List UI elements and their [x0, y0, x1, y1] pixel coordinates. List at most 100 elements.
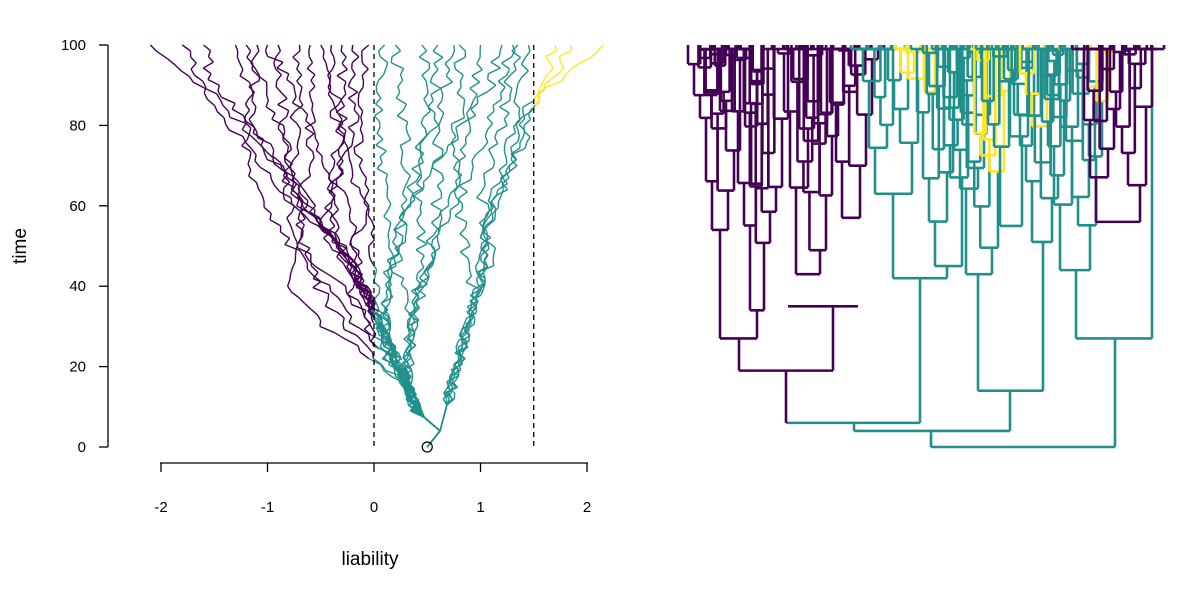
trajectory-segment-25	[476, 265, 488, 274]
trajectory-segment-23	[474, 266, 478, 273]
trajectory-segment-13	[298, 236, 304, 243]
trajectory-segment-27	[498, 50, 501, 57]
trajectory-segment-20	[422, 110, 431, 118]
trajectory-segment-23	[478, 254, 481, 261]
trajectory-segment-13	[363, 315, 370, 323]
trajectory-segment-21	[509, 88, 513, 95]
trajectory-segment-25	[500, 177, 504, 184]
trajectory-segment-11	[279, 191, 292, 199]
trajectory-segment-28	[408, 313, 418, 321]
trajectory-segment-8	[267, 55, 284, 63]
trajectory-segment-18	[410, 370, 414, 377]
trajectory-segment-23	[512, 126, 517, 133]
trajectory-segment-18	[469, 125, 472, 132]
trajectory-segment-28	[423, 265, 431, 273]
trajectory-segment-17	[375, 103, 384, 111]
trajectory-segment-4	[306, 200, 309, 207]
trajectory-segment-15	[383, 340, 389, 347]
trajectory-segment-20	[421, 68, 430, 76]
trajectory-segment-17	[385, 290, 388, 298]
trajectory-segment-15	[395, 91, 401, 99]
trajectory-segment-10	[352, 133, 356, 140]
trajectory-segment-7	[306, 211, 317, 219]
trajectory-segment-6	[364, 177, 368, 185]
trajectory-segment-12	[244, 103, 251, 111]
trajectory-segment-24	[540, 79, 545, 86]
trajectory-segment-9	[336, 244, 341, 252]
trajectory-segment-8	[264, 50, 269, 57]
trajectory-segment-12	[249, 151, 252, 158]
trajectory-segment-16	[429, 81, 442, 89]
trajectory-segment-16	[406, 186, 414, 194]
trajectory-segment-27	[447, 138, 459, 147]
trajectory-segment-26	[497, 195, 502, 203]
trajectory-segment-10	[351, 44, 354, 51]
trajectory-segment-8	[264, 44, 269, 51]
trajectory-segment-12	[244, 121, 252, 129]
trajectory-segment-14	[351, 229, 362, 237]
trajectory-segment-6	[358, 86, 364, 94]
trajectory-segment-3	[368, 334, 371, 341]
trajectory-segment-4	[287, 285, 292, 293]
trajectory-segment-16	[429, 124, 440, 133]
trajectory-segment-10	[322, 237, 330, 245]
trajectory-segment-19	[497, 80, 506, 88]
trajectory-segment-4	[308, 163, 312, 171]
trajectory-segment-5	[343, 87, 347, 95]
trajectory-segment-10	[348, 91, 359, 99]
trajectory-segment-26	[441, 417, 445, 425]
trajectory-segment-28	[440, 112, 445, 120]
trajectory-segment-16	[392, 364, 399, 372]
trajectory-segment-24	[527, 113, 532, 120]
trajectory-segment-15	[397, 80, 404, 87]
trajectory-segment-6	[367, 214, 373, 222]
trajectory-segment-11	[359, 292, 368, 300]
trajectory-segment-19	[426, 264, 434, 272]
trajectory-segment-23	[520, 57, 526, 65]
trajectory-segment-20	[420, 122, 427, 130]
trajectory-segment-25	[534, 98, 540, 106]
trajectory-segment-11	[181, 44, 191, 52]
x-tick-label-4: 2	[583, 499, 591, 516]
trajectory-segment-3	[285, 163, 293, 171]
trajectory-segment-26	[444, 405, 448, 412]
trajectory-segment-14	[360, 223, 367, 231]
tree-panel	[686, 45, 1166, 449]
trajectory-segment-3	[293, 235, 298, 243]
trajectory-segment-14	[350, 164, 354, 171]
trajectory-segment-19	[458, 185, 468, 193]
trajectory-segment-10	[320, 225, 332, 233]
trajectory-segment-4	[310, 80, 316, 87]
trajectory-segment-18	[411, 295, 417, 303]
trajectory-segment-4	[298, 297, 306, 304]
trajectory-segment-9	[324, 201, 332, 209]
trajectory-segment-11	[270, 179, 276, 187]
trajectory-segment-5	[340, 44, 343, 52]
trajectory-segment-14	[331, 62, 336, 70]
trajectory-segment-11	[304, 215, 311, 223]
trajectory-segment-3	[291, 229, 295, 237]
trajectory-segment-25	[459, 352, 463, 359]
trajectory-segment-4	[308, 44, 311, 52]
trajectory-segment-27	[487, 73, 489, 80]
trajectory-segment-0	[227, 111, 231, 118]
trajectory-segment-26	[439, 424, 443, 432]
trajectory-segment-20	[411, 290, 420, 298]
trajectory-segment-5	[336, 185, 345, 193]
trajectory-segment-13	[298, 194, 304, 202]
trajectory-segment-13	[296, 141, 299, 148]
trajectory-segment-26	[457, 358, 460, 365]
trajectory-segment-8	[286, 78, 295, 86]
trajectory-segment-3	[342, 303, 347, 311]
trajectory-segment-7	[272, 149, 275, 157]
trajectory-segment-19	[501, 62, 510, 70]
trajectory-segment-16	[411, 168, 421, 176]
trajectory-segment-11	[366, 298, 373, 306]
trajectory-segment-17	[382, 327, 391, 335]
trajectory-segment-13	[293, 153, 300, 161]
trajectory-segment-17	[379, 309, 388, 317]
trajectory-segment-28	[430, 435, 437, 443]
trajectory-segment-15	[386, 272, 392, 279]
trajectory-segment-26	[500, 189, 504, 197]
trajectory-segment-9	[330, 148, 340, 156]
